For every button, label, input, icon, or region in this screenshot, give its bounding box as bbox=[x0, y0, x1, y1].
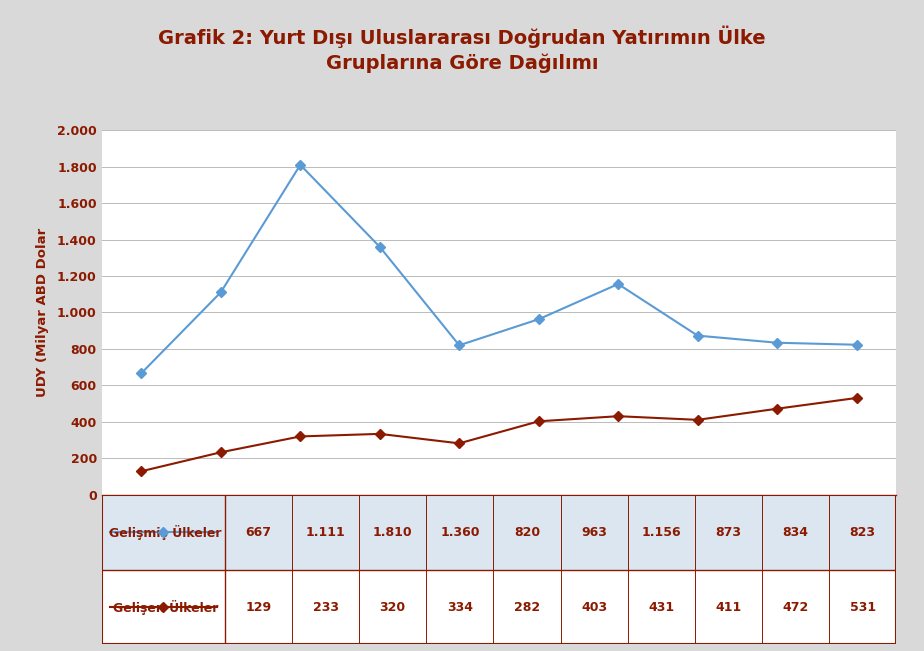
Text: 820: 820 bbox=[514, 526, 540, 538]
Text: 411: 411 bbox=[715, 601, 742, 613]
Text: 282: 282 bbox=[514, 601, 540, 613]
Text: 873: 873 bbox=[715, 526, 741, 538]
Y-axis label: UDY (Milyar ABD Dolar: UDY (Milyar ABD Dolar bbox=[36, 228, 49, 397]
Text: 233: 233 bbox=[312, 601, 338, 613]
Text: Gelişen Ülkeler: Gelişen Ülkeler bbox=[113, 600, 218, 615]
Text: 531: 531 bbox=[850, 601, 876, 613]
Text: 963: 963 bbox=[581, 526, 607, 538]
Text: 129: 129 bbox=[245, 601, 272, 613]
Text: 431: 431 bbox=[649, 601, 675, 613]
Text: Gelişmiş Ülkeler: Gelişmiş Ülkeler bbox=[109, 525, 222, 540]
Text: 1.111: 1.111 bbox=[306, 526, 346, 538]
Text: 823: 823 bbox=[850, 526, 876, 538]
Text: 403: 403 bbox=[581, 601, 607, 613]
Bar bbox=[102, 495, 896, 570]
Text: Grafik 2: Yurt Dışı Uluslararası Doğrudan Yatırımın Ülke
Gruplarına Göre Dağılım: Grafik 2: Yurt Dışı Uluslararası Doğruda… bbox=[158, 26, 766, 73]
Text: 1.156: 1.156 bbox=[641, 526, 681, 538]
Text: 1.810: 1.810 bbox=[373, 526, 412, 538]
Text: 667: 667 bbox=[246, 526, 272, 538]
Text: 1.360: 1.360 bbox=[440, 526, 480, 538]
Bar bbox=[102, 570, 896, 644]
Text: 472: 472 bbox=[783, 601, 808, 613]
Text: 334: 334 bbox=[447, 601, 473, 613]
Text: 834: 834 bbox=[783, 526, 808, 538]
Text: 320: 320 bbox=[380, 601, 406, 613]
